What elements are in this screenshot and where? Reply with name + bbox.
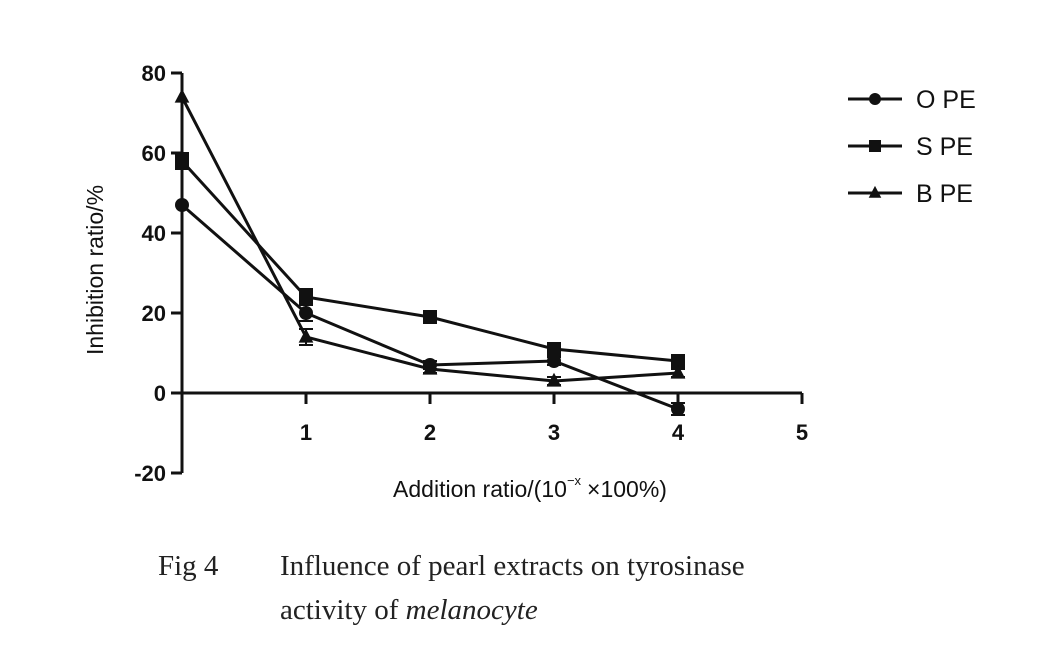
caption-line-2: activity of melanocyte <box>158 588 938 632</box>
legend-item-o-pe: O PE <box>848 86 976 114</box>
data-point-triangle <box>298 328 314 343</box>
x-tick-label: 4 <box>672 420 685 445</box>
caption-line2-italic: melanocyte <box>405 594 538 626</box>
x-axis-label: Addition ratio/(10−x ×100%) <box>393 473 667 502</box>
caption-title: Influence of pearl extracts on tyrosinas… <box>280 550 745 582</box>
series-line <box>180 159 679 363</box>
legend-label: B PE <box>916 180 973 208</box>
data-point-triangle <box>422 360 438 375</box>
series-s-pe <box>175 152 685 368</box>
x-axis-label-main: Addition ratio/(10 <box>393 476 567 502</box>
legend-item-b-pe: B PE <box>848 180 973 208</box>
data-point-circle <box>299 306 313 320</box>
series-layer <box>174 88 686 416</box>
y-tick-label: -20 <box>134 461 166 486</box>
series-b-pe <box>174 88 686 387</box>
x-axis-label-tail: ×100%) <box>587 476 667 502</box>
x-tick-label: 1 <box>300 420 312 445</box>
legend: O PE S PE B PE <box>848 86 976 208</box>
y-tick-label: 80 <box>142 61 166 86</box>
data-point-square <box>175 154 189 168</box>
caption-fig-label: Fig 4 <box>158 550 219 582</box>
caption-line2-plain: activity of <box>280 594 406 626</box>
data-point-square <box>671 354 685 368</box>
y-tick-label: 20 <box>142 301 166 326</box>
legend-label: O PE <box>916 86 976 114</box>
axes: 80 60 40 20 0 -20 1 2 3 4 5 <box>134 61 808 486</box>
legend-label: S PE <box>916 133 973 161</box>
y-tick-label: 40 <box>142 221 166 246</box>
data-point-circle <box>671 402 685 416</box>
series-line <box>180 96 679 383</box>
data-point-square <box>423 310 437 324</box>
data-point-circle <box>547 354 561 368</box>
data-point-square <box>869 140 881 152</box>
y-axis-label: Inhibition ratio/% <box>82 185 108 355</box>
legend-item-s-pe: S PE <box>848 133 973 161</box>
data-point-circle <box>175 198 189 212</box>
data-point-triangle <box>546 372 562 387</box>
y-tick-label: 0 <box>154 381 166 406</box>
y-tick-label: 60 <box>142 141 166 166</box>
data-point-triangle <box>868 185 882 198</box>
x-axis-label-exponent: −x <box>567 473 582 488</box>
data-point-triangle <box>670 364 686 379</box>
caption-line-1: Fig 4 Influence of pearl extracts on tyro… <box>158 544 938 588</box>
data-point-square <box>547 342 561 356</box>
line-chart: 80 60 40 20 0 -20 1 2 3 4 5 Inhibition ratio/% Add… <box>82 61 976 502</box>
x-tick-label: 5 <box>796 420 808 445</box>
data-point-circle <box>869 93 881 105</box>
x-tick-label: 3 <box>548 420 560 445</box>
figure-caption: Fig 4 Influence of pearl extracts on tyro… <box>158 544 938 632</box>
data-point-triangle <box>174 88 190 103</box>
x-tick-label: 2 <box>424 420 436 445</box>
data-point-square <box>299 290 313 304</box>
